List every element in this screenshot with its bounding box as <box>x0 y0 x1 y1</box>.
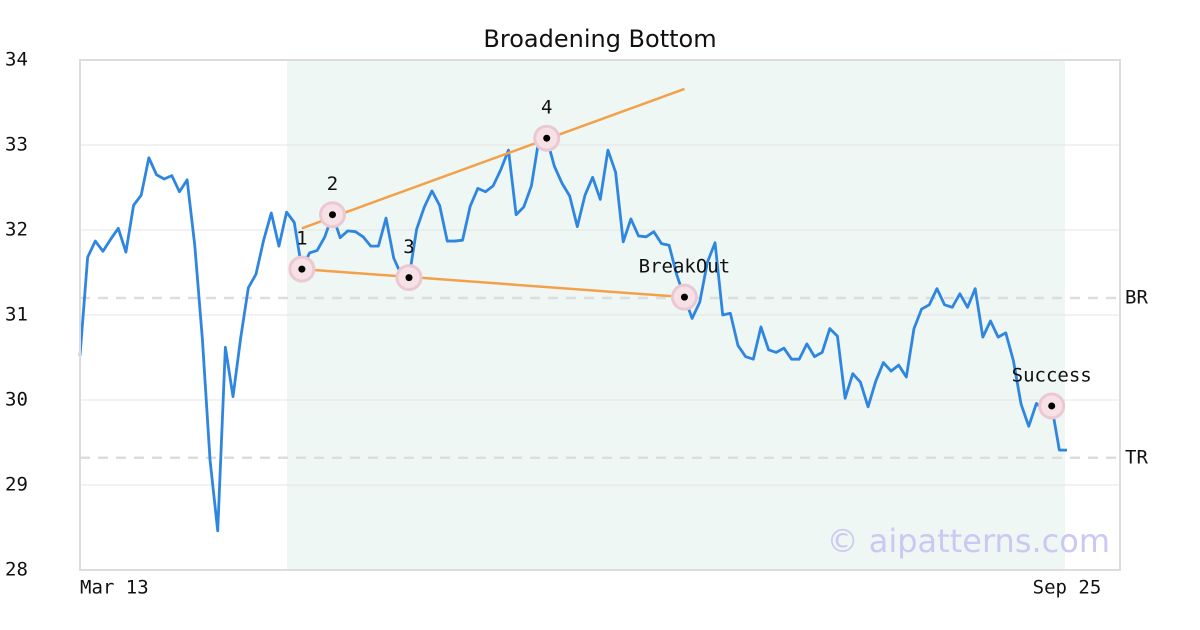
price-line <box>78 136 1067 533</box>
y-tick-label: 33 <box>5 134 28 156</box>
chart-title: Broadening Bottom <box>483 25 716 53</box>
pivot-label: BreakOut <box>639 256 731 278</box>
pivot-point <box>1048 402 1056 410</box>
pivot-point <box>543 134 551 142</box>
pivot-label: 3 <box>403 236 414 258</box>
y-tick-label: 29 <box>5 474 28 496</box>
x-tick-label: Sep 25 <box>1033 577 1102 599</box>
pivot-point <box>405 274 413 282</box>
pivot-label: 4 <box>541 97 552 119</box>
y-tick-label: 31 <box>5 304 28 326</box>
x-tick-label: Mar 13 <box>80 577 149 599</box>
pivot-point <box>328 211 336 219</box>
pivot-label: 2 <box>327 173 338 195</box>
pivot-point <box>680 293 688 301</box>
y-tick-label: 34 <box>5 49 28 71</box>
trend-line <box>301 87 685 230</box>
plot-frame <box>79 59 1121 571</box>
watermark: © aipatterns.com <box>827 522 1110 560</box>
trend-line <box>301 267 685 299</box>
pivot-point <box>298 265 306 273</box>
pivot-label: Success <box>1012 364 1092 386</box>
y-tick-label: 32 <box>5 219 28 241</box>
y-tick-label: 30 <box>5 389 28 411</box>
pivot-label: 1 <box>296 228 307 250</box>
y-tick-label: 28 <box>5 559 28 581</box>
level-label: BR <box>1125 287 1148 309</box>
level-label: TR <box>1125 446 1148 468</box>
